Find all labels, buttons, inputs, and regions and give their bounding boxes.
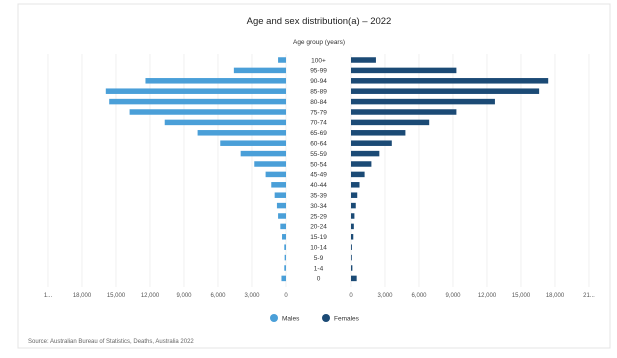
age-label: 70-74 bbox=[310, 120, 327, 127]
bar-males-95-99 bbox=[233, 67, 286, 74]
left-tick-label: 1... bbox=[44, 293, 53, 299]
age-axis-label: Age group (years) bbox=[293, 39, 345, 46]
age-label: 65-69 bbox=[310, 130, 327, 137]
right-tick-label: 0 bbox=[349, 293, 353, 299]
age-label: 85-89 bbox=[310, 89, 327, 96]
age-label: 30-34 bbox=[310, 203, 327, 210]
bar-females-0 bbox=[351, 275, 357, 282]
bar-males-75-79 bbox=[129, 109, 286, 115]
bar-males-40-44 bbox=[271, 182, 286, 188]
chart-card bbox=[17, 3, 611, 349]
age-label: 0 bbox=[317, 276, 321, 283]
bar-females-100+ bbox=[351, 57, 376, 63]
tick-labels-group: 1... 18,000 15,000 12,000 9,000 6,000 3,000 0 0 3… bbox=[44, 293, 595, 299]
bar-females-90-94 bbox=[351, 78, 549, 84]
age-label: 15-19 bbox=[310, 234, 327, 241]
bar-females-50-54 bbox=[351, 161, 372, 167]
source-note: Source: Australian Bureau of Statistics,… bbox=[28, 339, 194, 345]
left-tick-label: 15,000 bbox=[107, 293, 126, 299]
legend-swatch-females bbox=[322, 314, 330, 322]
left-tick-label: 12,000 bbox=[141, 293, 160, 299]
bar-males-20-24 bbox=[280, 223, 286, 230]
bar-males-55-59 bbox=[240, 150, 286, 157]
age-label: 45-49 bbox=[310, 172, 327, 179]
bar-females-40-44 bbox=[351, 182, 360, 188]
legend-label-males: Males bbox=[282, 316, 300, 323]
bar-females-95-99 bbox=[351, 67, 457, 74]
bar-females-1-4 bbox=[351, 265, 353, 271]
bar-males-60-64 bbox=[220, 140, 286, 146]
bar-females-45-49 bbox=[351, 171, 365, 178]
bar-females-25-29 bbox=[351, 213, 355, 219]
age-label: 40-44 bbox=[310, 182, 327, 189]
age-label: 35-39 bbox=[310, 193, 327, 200]
bar-males-90-94 bbox=[145, 78, 286, 84]
bar-males-35-39 bbox=[274, 192, 286, 198]
right-tick-label: 15,000 bbox=[512, 293, 531, 299]
bar-females-20-24 bbox=[351, 223, 354, 230]
bar-males-10-14 bbox=[284, 244, 286, 250]
right-tick-label: 9,000 bbox=[445, 293, 461, 299]
age-label: 80-84 bbox=[310, 99, 327, 106]
bar-males-15-19 bbox=[282, 234, 286, 240]
bar-females-55-59 bbox=[351, 150, 380, 157]
bar-males-45-49 bbox=[265, 171, 286, 178]
bars-group bbox=[105, 57, 549, 282]
legend-label-females: Females bbox=[334, 316, 360, 323]
age-label: 10-14 bbox=[310, 245, 327, 252]
legend: Males Females bbox=[270, 314, 360, 323]
bar-females-85-89 bbox=[351, 88, 540, 94]
right-tick-label: 6,000 bbox=[411, 293, 427, 299]
bar-females-65-69 bbox=[351, 130, 406, 136]
bar-males-5-9 bbox=[284, 254, 286, 261]
bar-females-80-84 bbox=[351, 98, 495, 105]
age-label: 90-94 bbox=[310, 78, 327, 85]
bar-males-70-74 bbox=[164, 119, 286, 126]
age-label: 100+ bbox=[311, 57, 326, 64]
bar-females-35-39 bbox=[351, 192, 358, 198]
age-label: 20-24 bbox=[310, 224, 327, 231]
age-label: 60-64 bbox=[310, 141, 327, 148]
right-tick-label: 12,000 bbox=[478, 293, 497, 299]
bar-males-0 bbox=[281, 275, 286, 282]
age-label: 50-54 bbox=[310, 161, 327, 168]
bar-males-65-69 bbox=[197, 130, 286, 136]
legend-swatch-males bbox=[270, 314, 278, 322]
left-tick-label: 9,000 bbox=[176, 293, 192, 299]
bar-males-25-29 bbox=[278, 213, 286, 219]
bar-females-10-14 bbox=[351, 244, 352, 250]
age-label: 25-29 bbox=[310, 213, 327, 220]
right-tick-label: 21... bbox=[583, 293, 595, 299]
chart-title: Age and sex distribution(a) – 2022 bbox=[247, 16, 392, 27]
age-label: 75-79 bbox=[310, 109, 327, 116]
left-tick-label: 3,000 bbox=[244, 293, 260, 299]
bar-females-75-79 bbox=[351, 109, 457, 115]
bar-males-85-89 bbox=[105, 88, 286, 94]
bar-females-70-74 bbox=[351, 119, 430, 126]
bar-males-100+ bbox=[278, 57, 286, 63]
bar-males-50-54 bbox=[254, 161, 286, 167]
bar-females-5-9 bbox=[351, 254, 352, 261]
right-tick-label: 18,000 bbox=[546, 293, 565, 299]
left-tick-label: 0 bbox=[284, 293, 288, 299]
bar-males-80-84 bbox=[109, 98, 286, 105]
left-tick-label: 6,000 bbox=[210, 293, 226, 299]
age-label: 5-9 bbox=[314, 255, 324, 262]
bar-females-15-19 bbox=[351, 234, 354, 240]
bar-males-30-34 bbox=[276, 202, 286, 209]
bar-males-1-4 bbox=[284, 265, 286, 271]
right-tick-label: 3,000 bbox=[377, 293, 393, 299]
age-labels-group: 100+ 95-99 90-94 85-89 80-84 75-79 70-74 65-69 6… bbox=[310, 57, 327, 282]
age-label: 1-4 bbox=[314, 265, 324, 272]
bar-females-60-64 bbox=[351, 140, 392, 146]
age-label: 55-59 bbox=[310, 151, 327, 158]
bar-females-30-34 bbox=[351, 202, 356, 209]
left-tick-label: 18,000 bbox=[73, 293, 92, 299]
age-label: 95-99 bbox=[310, 68, 327, 75]
